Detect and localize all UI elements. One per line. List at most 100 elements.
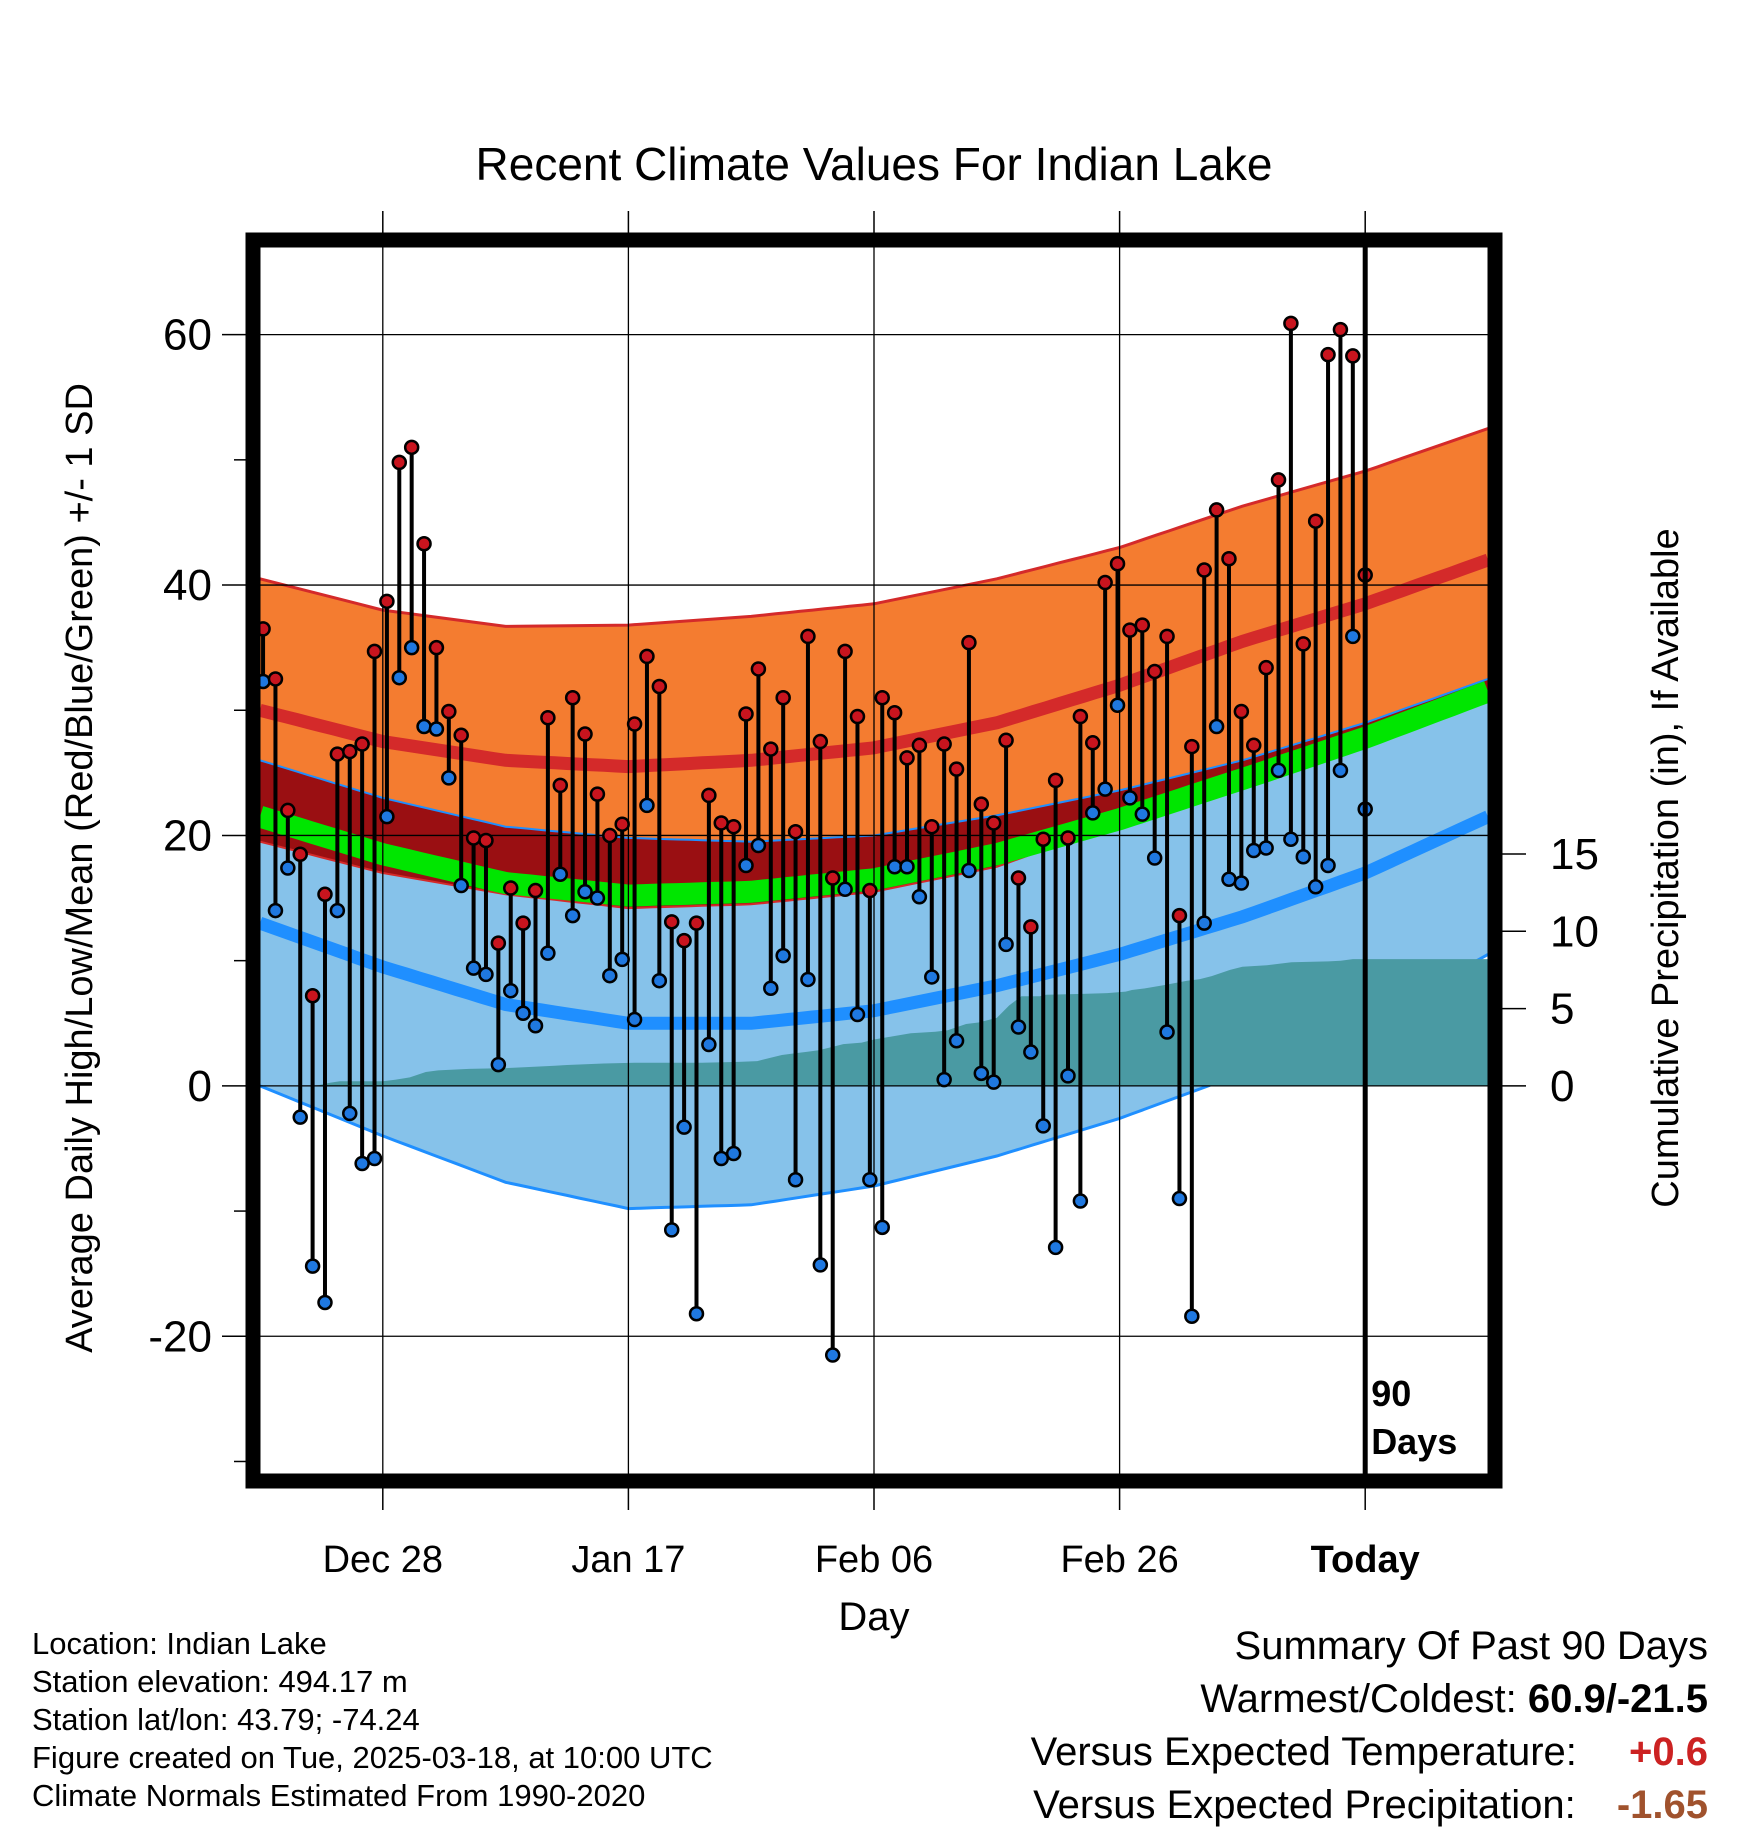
daily-high-point xyxy=(490,935,507,951)
daily-high-point xyxy=(862,882,878,899)
daily-low-point xyxy=(1047,1239,1064,1256)
x-tick-label: Feb 06 xyxy=(815,1539,933,1581)
daily-low-point xyxy=(874,1219,890,1236)
station-location: Location: Indian Lake xyxy=(32,1626,327,1661)
plot-area: 90 Days xyxy=(260,247,1488,1474)
daily-high-point xyxy=(1221,551,1237,567)
precip-label: Versus Expected Precipitation: xyxy=(1033,1783,1576,1827)
daily-high-point xyxy=(614,816,630,832)
daily-high-point xyxy=(626,716,643,732)
daily-high-point xyxy=(317,886,333,903)
daily-low-point xyxy=(936,1071,952,1088)
daily-low-point xyxy=(948,1033,965,1049)
daily-high-point xyxy=(267,671,284,687)
daily-high-point xyxy=(1245,737,1262,754)
daily-high-point xyxy=(304,987,321,1004)
daily-low-point xyxy=(899,859,915,875)
daily-low-point xyxy=(317,1294,333,1311)
y2-tick-label: 5 xyxy=(1550,985,1574,1034)
daily-high-point xyxy=(1233,703,1250,720)
daily-high-point xyxy=(998,732,1014,749)
daily-high-point xyxy=(1109,556,1126,572)
daily-high-point xyxy=(502,880,519,896)
daily-low-point xyxy=(701,1036,717,1053)
daily-high-point xyxy=(354,736,370,752)
daily-high-point xyxy=(663,914,680,930)
daily-high-point xyxy=(1047,772,1064,789)
daily-high-point xyxy=(1097,574,1113,591)
daily-low-point xyxy=(713,1150,730,1167)
daily-low-point xyxy=(924,969,940,985)
daily-low-point xyxy=(1159,1024,1175,1040)
climate-normals-period: Climate Normals Estimated From 1990-2020 xyxy=(32,1778,646,1813)
daily-low-point xyxy=(478,966,494,983)
daily-low-point xyxy=(552,866,569,883)
daily-high-point xyxy=(775,689,791,706)
daily-high-point xyxy=(280,802,296,819)
daily-low-point xyxy=(1345,628,1361,645)
daily-low-point xyxy=(267,902,284,919)
chart-title: Recent Climate Values For Indian Lake xyxy=(476,138,1273,190)
x-tick-label: Dec 28 xyxy=(323,1539,443,1581)
daily-high-point xyxy=(1023,919,1039,935)
daily-low-point xyxy=(985,1074,1002,1090)
daily-high-point xyxy=(701,787,717,804)
daily-high-point xyxy=(1184,738,1200,755)
daily-low-point xyxy=(1295,848,1312,865)
daily-low-point xyxy=(787,1172,804,1188)
daily-high-point xyxy=(403,439,420,456)
daily-low-point xyxy=(1072,1193,1089,1209)
summary-panel: Summary Of Past 90 Days Warmest/Coldest:… xyxy=(1031,1620,1708,1832)
daily-high-point xyxy=(924,818,940,835)
figure-created: Figure created on Tue, 2025-03-18, at 10… xyxy=(32,1740,713,1775)
daily-high-point xyxy=(651,678,668,695)
daily-low-point xyxy=(564,907,581,924)
daily-low-point xyxy=(911,889,928,905)
daily-high-point xyxy=(849,708,866,725)
daily-high-point xyxy=(676,932,692,949)
daily-high-point xyxy=(1295,636,1312,652)
daily-low-point xyxy=(1258,840,1274,856)
summary-temp: Versus Expected Temperature: +0.6 xyxy=(1031,1726,1708,1779)
y-tick-label: -20 xyxy=(148,1312,212,1361)
station-info: Location: Indian Lake Station elevation:… xyxy=(32,1625,713,1815)
daily-low-point xyxy=(1233,875,1250,891)
daily-low-point xyxy=(1023,1044,1039,1060)
daily-low-point xyxy=(329,902,346,919)
daily-low-point xyxy=(379,808,395,825)
daily-low-point xyxy=(1010,1019,1027,1035)
daily-low-point xyxy=(391,669,408,686)
y2-axis-label: Cumulative Precipitation (in), If Availa… xyxy=(1645,528,1687,1207)
daily-low-point xyxy=(626,1011,643,1028)
daily-low-point xyxy=(651,972,668,989)
daily-high-point xyxy=(292,846,308,862)
daily-low-point xyxy=(1270,762,1287,779)
daily-low-point xyxy=(577,884,593,900)
daily-high-point xyxy=(874,689,890,706)
daily-high-point xyxy=(465,830,482,846)
daily-low-point xyxy=(342,1105,358,1122)
daily-high-point xyxy=(763,741,779,757)
daily-high-point xyxy=(713,815,730,831)
daily-high-point xyxy=(1171,907,1188,924)
daily-high-point xyxy=(800,628,816,645)
daily-high-point xyxy=(837,643,853,660)
daily-high-point xyxy=(329,746,346,762)
summary-title: Summary Of Past 90 Days xyxy=(1234,1624,1708,1668)
today-days-label: Days xyxy=(1371,1421,1457,1462)
daily-low-point xyxy=(849,1006,866,1023)
daily-low-point xyxy=(1134,806,1151,822)
daily-high-point xyxy=(750,661,767,677)
daily-low-point xyxy=(602,967,618,984)
daily-low-point xyxy=(688,1305,705,1322)
daily-low-point xyxy=(1332,762,1349,779)
warm-cold-label: Warmest/Coldest: xyxy=(1200,1677,1517,1721)
daily-low-point xyxy=(1097,781,1113,797)
daily-low-point xyxy=(589,890,606,906)
daily-high-point xyxy=(899,750,915,766)
daily-high-point xyxy=(1072,708,1089,725)
daily-low-point xyxy=(1060,1068,1076,1084)
x-tick-label: Feb 26 xyxy=(1060,1539,1178,1581)
daily-low-point xyxy=(973,1065,990,1082)
daily-high-point xyxy=(1035,831,1051,847)
